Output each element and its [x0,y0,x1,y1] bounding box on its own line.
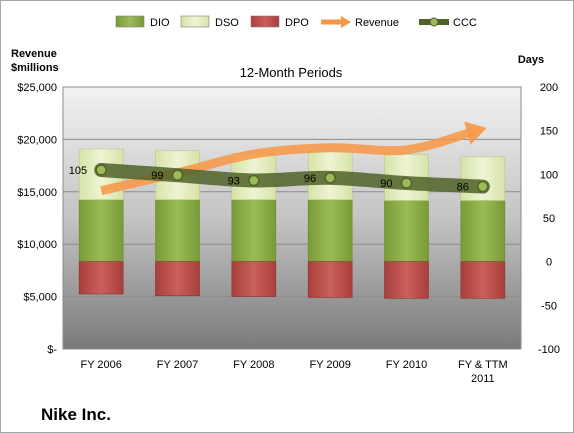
ccc-point [95,164,107,176]
legend-swatch-revenue-head [341,16,351,28]
legend-label-dso: DSO [215,17,239,29]
right-tick-label: 200 [540,82,558,94]
left-tick-label: $15,000 [17,187,57,199]
bar-dpo [384,261,429,299]
plot-area [62,86,522,350]
right-axis-label: Days [518,54,544,66]
ccc-data-label: 105 [69,165,87,177]
bar-dio [155,199,200,262]
ccc-point [477,180,489,193]
bar-dio [231,199,277,262]
lines: 105 99 93 96 90 86 [69,121,490,196]
ccc-point [324,172,336,184]
ccc-data-label: 99 [151,170,163,182]
legend-swatch-dso [180,15,210,28]
bar-dio [307,199,353,262]
gridlines [63,86,521,350]
right-tick-label: 50 [543,213,555,225]
right-tick-label: 0 [546,257,552,269]
left-axis-label-line2: $millions [11,62,59,74]
chart-title: 12-Month Periods [240,65,343,80]
category-label: FY 2006 [80,359,121,371]
bar-dpo [231,261,277,297]
legend-label-dpo: DPO [285,17,309,29]
category-label: FY 2008 [233,359,274,371]
axes: $25,000 $20,000 $15,000 $10,000 $5,000 $- 200 1… [17,82,560,385]
legend: DIO DSO DPO Revenue CCC [115,15,477,29]
ccc-line [94,162,490,194]
bar-dpo [78,261,124,295]
right-tick-label: 100 [540,169,558,181]
bar-dpo [460,261,506,299]
ccc-point [171,169,184,181]
left-tick-label: $5,000 [23,292,57,304]
ccc-data-label: 93 [228,175,240,187]
left-tick-label: $- [47,344,57,356]
right-tick-label: -100 [538,344,560,356]
bar-dpo [307,261,353,298]
bar-dso [460,156,506,201]
right-tick-label: 150 [540,126,558,138]
left-tick-label: $25,000 [17,82,57,94]
left-tick-label: $10,000 [17,239,57,251]
bar-dio [384,200,429,262]
legend-swatch-dpo [250,15,280,28]
bar-dpo [155,261,200,297]
category-label: FY 2009 [309,359,350,371]
left-axis-label-line1: Revenue [11,48,57,60]
right-tick-label: -50 [541,300,557,312]
bar-dio [78,199,124,262]
ccc-point [400,177,413,189]
category-label: FY 2007 [157,359,198,371]
ccc-data-label: 96 [304,173,316,185]
category-label: 2011 [471,373,495,385]
ccc-data-label: 86 [457,182,469,194]
bar-dio [460,200,506,262]
ccc-data-label: 90 [380,178,392,190]
revenue-arrowhead [464,121,487,145]
ccc-point [248,174,260,187]
category-label: FY 2010 [386,359,427,371]
company-name: Nike Inc. [41,405,111,424]
legend-label-dio: DIO [150,17,170,29]
left-tick-label: $20,000 [17,134,57,146]
category-label: FY & TTM [458,359,508,371]
legend-swatch-ccc-marker [429,17,439,27]
legend-label-ccc: CCC [453,17,477,29]
legend-swatch-dio [115,15,145,28]
legend-label-revenue: Revenue [355,17,399,29]
